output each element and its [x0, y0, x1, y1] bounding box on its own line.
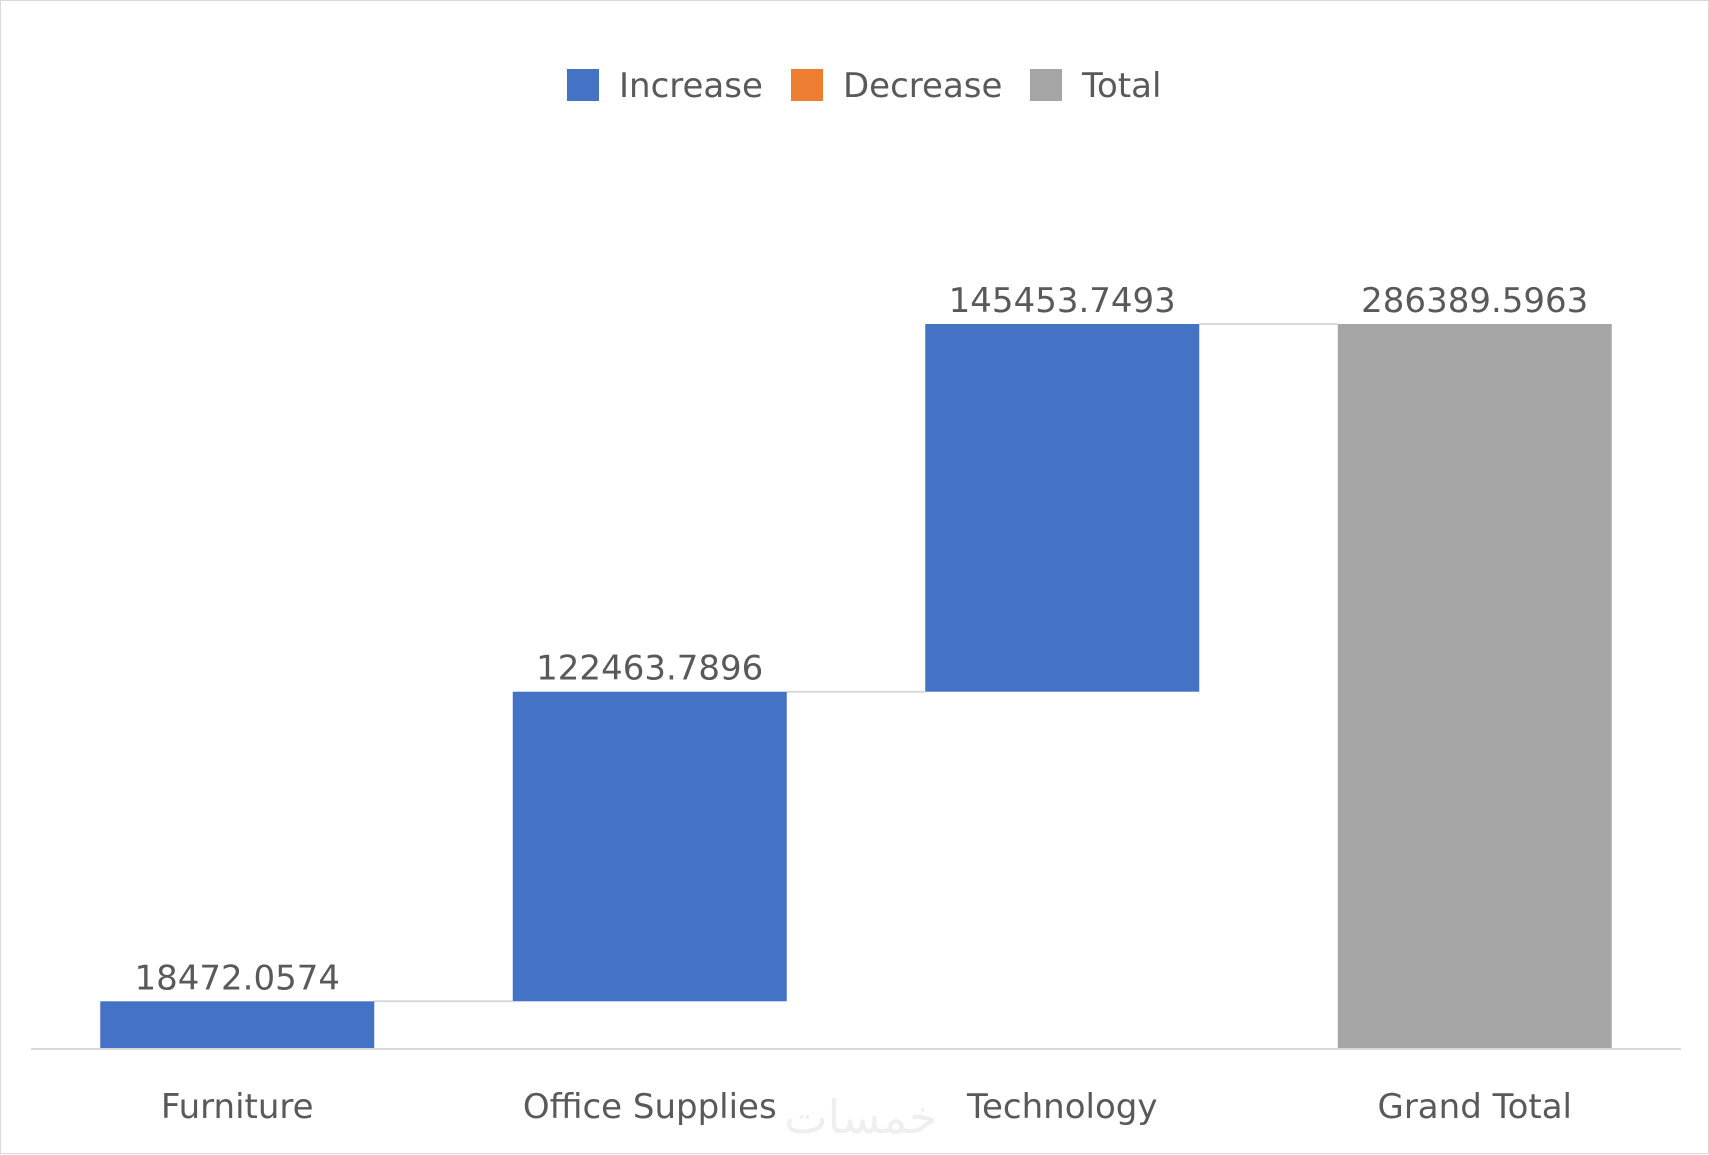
legend-label-total: Total	[1081, 66, 1161, 106]
connector-lines	[374, 323, 1338, 1003]
data-label-technology: 145453.7493	[949, 281, 1176, 321]
tick-label-office-supplies: Office Supplies	[523, 1087, 777, 1127]
legend-item-increase: Increase	[567, 66, 763, 106]
tick-label-grand-total: Grand Total	[1377, 1087, 1572, 1127]
legend-swatch-increase	[567, 69, 599, 101]
x-axis-tick-labels: Furniture Office Supplies Technology Grand …	[161, 1087, 1572, 1127]
legend-label-decrease: Decrease	[843, 66, 1002, 106]
legend: Increase Decrease Total	[567, 66, 1161, 106]
bar-technology	[925, 324, 1200, 692]
tick-label-technology: Technology	[966, 1087, 1157, 1127]
data-labels: 18472.0574 122463.7896 145453.7493 286389.5…	[135, 281, 1589, 998]
watermark-text: خمسات	[784, 1090, 937, 1144]
data-label-office-supplies: 122463.7896	[536, 649, 763, 689]
bar-office-supplies	[512, 691, 787, 1002]
legend-swatch-decrease	[791, 69, 823, 101]
data-label-grand-total: 286389.5963	[1361, 281, 1588, 321]
legend-swatch-total	[1030, 69, 1062, 101]
data-label-furniture: 18472.0574	[135, 958, 341, 998]
bars	[100, 324, 1612, 1048]
tick-label-furniture: Furniture	[161, 1087, 314, 1127]
legend-item-decrease: Decrease	[791, 66, 1002, 106]
bar-grand-total	[1337, 324, 1612, 1048]
bar-furniture	[100, 1001, 375, 1048]
legend-item-total: Total	[1030, 66, 1161, 106]
legend-label-increase: Increase	[619, 66, 763, 106]
